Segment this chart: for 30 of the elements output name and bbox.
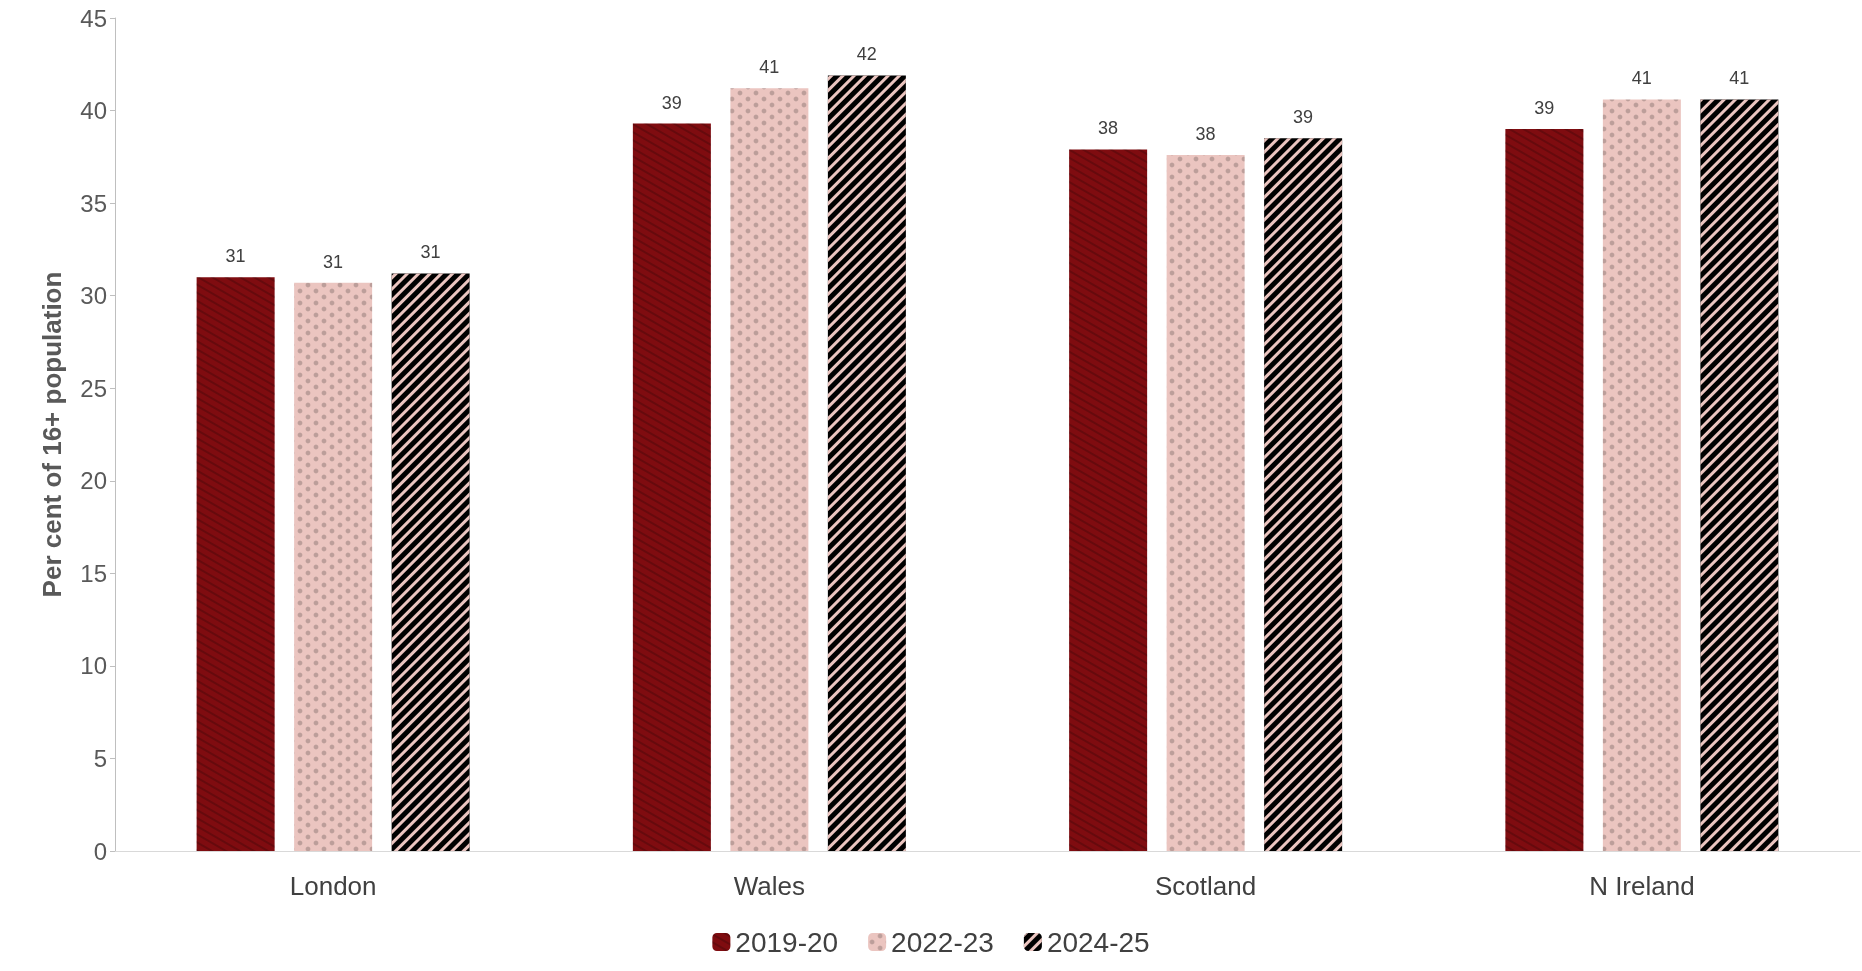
y-axis-title: Per cent of 16+ population (37, 271, 67, 598)
y-tick-label: 25 (80, 374, 107, 402)
data-label: 31 (323, 251, 344, 272)
data-label: 31 (420, 242, 441, 263)
data-label: 41 (1729, 68, 1750, 89)
y-tick-label: 45 (80, 4, 107, 32)
legend-label: 2024-25 (1046, 926, 1150, 958)
x-tick-label: Scotland (1155, 871, 1257, 901)
legend-label: 2022-23 (891, 926, 994, 958)
x-tick-label: London (289, 871, 377, 901)
data-label: 31 (225, 246, 246, 267)
legend-label: 2019-20 (735, 926, 839, 958)
data-label: 39 (1534, 98, 1555, 119)
x-tick-label: N Ireland (1589, 871, 1695, 901)
data-label: 38 (1195, 123, 1216, 144)
y-tick-label: 30 (80, 282, 107, 310)
y-tick-label: 5 (93, 744, 107, 772)
y-tick-label: 10 (80, 652, 107, 680)
x-tick-label: Wales (733, 871, 806, 901)
y-tick-label: 20 (80, 467, 107, 495)
data-label: 39 (1293, 107, 1314, 128)
y-tick-label: 0 (93, 837, 107, 865)
y-tick-label: 15 (80, 559, 107, 587)
y-tick-label: 35 (80, 189, 107, 217)
y-tick-label: 40 (80, 97, 107, 125)
data-label: 41 (1631, 68, 1652, 89)
data-label: 38 (1098, 118, 1119, 139)
data-label: 41 (759, 57, 780, 78)
data-label: 42 (856, 44, 877, 65)
data-label: 39 (661, 92, 682, 113)
